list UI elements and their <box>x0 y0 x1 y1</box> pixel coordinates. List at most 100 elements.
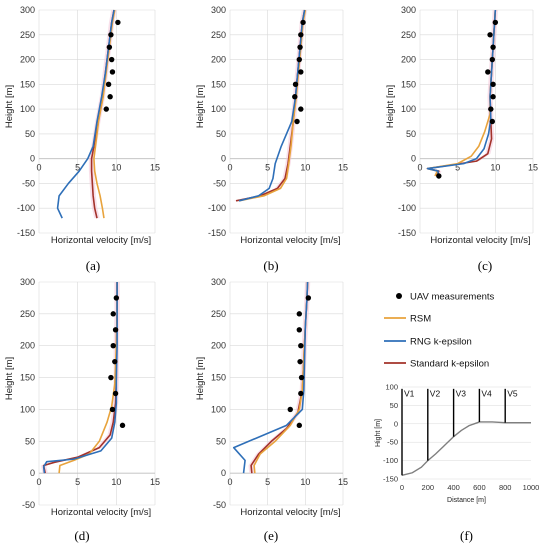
x-axis-label: Horizontal velocity [m/s] <box>240 507 340 518</box>
uncertainty-band <box>233 10 308 201</box>
y-tick-label: 250 <box>211 30 226 40</box>
series-line-rng <box>232 281 309 474</box>
uav-point <box>305 295 312 301</box>
y-tick-label: 100 <box>20 104 35 114</box>
panel-e: -50 0 50 100 150 200 250 300 0 5 10 15 Height [m] Hor… <box>195 277 348 543</box>
series-line-rsm <box>238 9 307 202</box>
uav-point <box>110 311 116 317</box>
y-axis-label: Height [m] <box>4 357 15 400</box>
uav-point <box>113 295 120 301</box>
y-tick-label: 200 <box>20 341 35 351</box>
uav-point <box>296 422 303 429</box>
y-tick-label: 300 <box>211 277 226 287</box>
y-tick-label: -50 <box>22 500 35 510</box>
x-tick-label: 600 <box>473 483 486 492</box>
series-line-rng <box>238 9 306 202</box>
y-tick-label: -50 <box>387 438 398 447</box>
uav-point <box>490 81 496 88</box>
y-tick-label: 50 <box>25 129 35 139</box>
x-tick-label: 10 <box>111 477 121 487</box>
x-tick-label: 10 <box>300 477 310 487</box>
y-tick-label: 50 <box>25 436 35 446</box>
uav-point <box>490 44 496 50</box>
y-tick-label: -50 <box>213 500 226 510</box>
y-tick-label: 0 <box>30 154 35 164</box>
y-tick-label: 50 <box>390 401 398 410</box>
y-tick-label: -150 <box>383 475 398 484</box>
uav-point <box>108 32 114 38</box>
panel-label: (f) <box>460 528 473 543</box>
series-line-rng <box>42 282 118 474</box>
y-tick-label: -100 <box>383 456 398 465</box>
uav-point <box>298 69 304 75</box>
uav-point <box>298 32 304 38</box>
uav-point <box>300 19 306 26</box>
uav-point <box>292 94 298 100</box>
x-tick-label: 15 <box>150 477 160 487</box>
y-tick-label: 200 <box>20 55 35 65</box>
y-tick-label: -150 <box>17 228 35 238</box>
uav-point <box>108 56 115 63</box>
x-tick-label: 10 <box>490 163 500 173</box>
x-tick-label: 5 <box>265 477 270 487</box>
section-label: V2 <box>430 388 441 398</box>
uav-point <box>492 19 499 26</box>
uav-point <box>106 44 113 50</box>
y-tick-label: 300 <box>401 5 416 15</box>
y-tick-label: 250 <box>211 309 226 319</box>
y-tick-label: -150 <box>398 228 416 238</box>
legend-label-rng: RNG k-epsilon <box>410 337 472 348</box>
legend-label-std: Standard k-epsilon <box>410 359 489 370</box>
section-label: V1 <box>404 388 415 398</box>
series-line-rng <box>56 9 115 219</box>
x-tick-label: 400 <box>447 483 460 492</box>
legend-marker-uav <box>396 293 402 299</box>
y-tick-label: 150 <box>401 79 416 89</box>
uav-point <box>298 343 304 349</box>
x-axis-label: Horizontal velocity [m/s] <box>240 235 340 246</box>
x-tick-label: 5 <box>265 163 270 173</box>
uav-point <box>287 406 293 413</box>
uav-point <box>489 56 496 63</box>
x-tick-label: 0 <box>227 163 232 173</box>
panel-label: (a) <box>86 258 100 273</box>
y-tick-label: 250 <box>20 30 35 40</box>
uav-point <box>298 106 304 112</box>
uav-point <box>488 106 494 112</box>
uav-point <box>489 118 496 125</box>
y-tick-label: -150 <box>208 228 226 238</box>
uav-point <box>108 374 114 381</box>
y-tick-label: -100 <box>398 203 416 213</box>
y-tick-label: 100 <box>385 383 398 392</box>
uav-point <box>436 173 442 179</box>
y-tick-label: 0 <box>221 468 226 478</box>
uav-point <box>112 358 118 365</box>
x-tick-label: 5 <box>455 163 460 173</box>
x-tick-label: 800 <box>499 483 512 492</box>
y-axis-label: Height [m] <box>195 357 206 400</box>
uav-point <box>297 44 303 50</box>
y-axis-label: Height [m] <box>385 85 396 128</box>
x-tick-label: 0 <box>36 163 41 173</box>
uav-point <box>105 81 112 88</box>
y-tick-label: 0 <box>30 468 35 478</box>
y-tick-label: -50 <box>403 178 416 188</box>
uncertainty-band <box>88 10 117 219</box>
x-tick-label: 15 <box>338 163 348 173</box>
y-tick-label: 100 <box>20 404 35 414</box>
x-tick-label: 0 <box>400 483 404 492</box>
panel-label: (b) <box>263 258 278 273</box>
uav-point <box>107 94 113 100</box>
x-tick-label: 200 <box>422 483 435 492</box>
uav-point <box>112 390 119 397</box>
y-tick-label: 50 <box>216 436 226 446</box>
y-axis-label: Hight [m] <box>375 419 382 447</box>
legend: UAV measurements RSM RNG k-epsilon Standard… <box>384 292 495 370</box>
panel-d: -50 0 50 100 150 200 250 300 0 5 10 15 Height [m] Hor… <box>4 277 160 543</box>
y-tick-label: 0 <box>394 419 398 428</box>
legend-label-rsm: RSM <box>410 314 431 325</box>
y-tick-label: 150 <box>211 79 226 89</box>
panel-label: (e) <box>264 528 278 543</box>
